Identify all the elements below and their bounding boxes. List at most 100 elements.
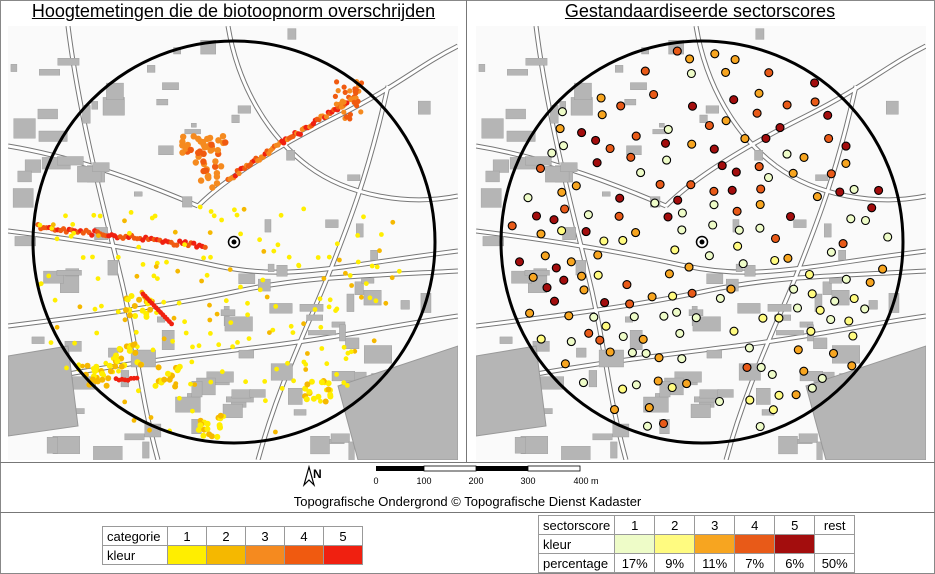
building <box>755 28 765 40</box>
sector-score-marker <box>754 88 764 98</box>
measurement-dot <box>136 388 141 394</box>
building <box>102 97 125 116</box>
building <box>798 433 818 443</box>
building <box>754 149 763 161</box>
legend-score: 4 <box>734 515 776 535</box>
measurement-dot <box>130 342 137 348</box>
building <box>356 223 364 238</box>
sector-score-marker <box>823 110 833 120</box>
measurement-dot <box>166 376 173 383</box>
measurement-dot <box>348 349 354 355</box>
sector-score-marker <box>729 326 739 336</box>
scale-segment-1 <box>376 466 424 471</box>
measurement-dot <box>208 331 213 336</box>
right-map-svg <box>476 26 926 460</box>
building <box>480 188 502 208</box>
building <box>158 145 174 156</box>
building <box>306 314 323 321</box>
measurement-dot <box>214 433 221 440</box>
sector-score-marker <box>756 362 766 372</box>
sector-score-marker <box>560 204 570 214</box>
sector-score-marker <box>549 296 560 306</box>
sector-score-marker <box>547 148 557 158</box>
measurement-dot <box>132 349 139 356</box>
building <box>175 396 201 413</box>
left-panel-title: Hoogtemetingen die de biotoopnorm oversc… <box>31 1 436 21</box>
sector-score-marker <box>793 345 803 355</box>
measurement-dot <box>54 324 60 330</box>
measurement-dot <box>200 167 207 175</box>
sector-score-marker <box>812 192 822 202</box>
measurement-dot <box>288 323 294 329</box>
measurement-dot <box>222 139 229 146</box>
measurement-dot <box>327 297 333 303</box>
measurement-dot <box>207 302 212 308</box>
sector-score-marker <box>672 46 682 56</box>
building <box>815 174 829 181</box>
measurement-dot <box>136 244 142 250</box>
scale-label: 200 <box>468 476 483 486</box>
sector-score-marker <box>616 101 626 111</box>
measurement-dot <box>213 180 221 187</box>
measurement-dot <box>190 344 195 350</box>
measurement-dot <box>134 375 140 381</box>
sector-score-marker <box>557 226 567 236</box>
measurement-dot <box>152 382 159 389</box>
measurement-dot <box>77 304 83 310</box>
sector-score-marker <box>589 312 599 322</box>
measurement-dot <box>207 230 213 236</box>
legend-row-label: sectorscore <box>537 515 616 535</box>
building <box>10 64 18 72</box>
road <box>8 269 458 328</box>
building <box>822 281 832 295</box>
measurement-dot <box>149 215 155 221</box>
measurement-dot <box>216 342 222 348</box>
measurement-dot <box>89 376 96 383</box>
measurement-dot <box>91 212 97 218</box>
sector-score-marker <box>764 68 774 78</box>
measurement-dot <box>89 232 95 238</box>
measurement-dot <box>257 237 262 243</box>
sector-score-marker <box>644 403 654 413</box>
sector-score-marker <box>626 152 636 162</box>
measurement-dot <box>341 380 347 386</box>
building <box>346 293 355 312</box>
measurement-dot <box>347 273 353 278</box>
building <box>348 441 355 460</box>
measurement-dot <box>267 330 272 335</box>
sector-score-marker <box>806 326 816 336</box>
measurement-dot <box>373 298 379 304</box>
center-marker-dot <box>231 239 237 245</box>
measurement-dot <box>235 340 240 345</box>
measurement-dot <box>192 382 198 387</box>
sector-score-marker <box>756 184 766 194</box>
building <box>12 188 34 208</box>
sector-score-marker <box>715 293 725 303</box>
measurement-dot <box>238 231 244 237</box>
measurement-dot <box>223 298 229 304</box>
measurement-dot <box>197 422 204 429</box>
sector-score-marker <box>710 49 720 59</box>
legend-color-swatch <box>323 545 363 565</box>
scale-label: 300 <box>520 476 535 486</box>
sector-score-marker <box>721 67 731 77</box>
sector-score-marker <box>768 405 778 415</box>
sector-score-marker <box>536 334 546 344</box>
measurement-dot <box>182 242 188 248</box>
measurement-dot <box>161 336 167 342</box>
measurement-dot <box>71 230 77 236</box>
measurement-dot <box>208 433 215 440</box>
sector-score-marker <box>528 272 538 282</box>
measurement-dot <box>304 381 311 388</box>
measurement-dot <box>209 146 216 153</box>
building <box>331 321 346 328</box>
building <box>57 156 84 166</box>
building <box>38 130 68 142</box>
measurement-dot <box>174 242 180 248</box>
legend-row-label: kleur <box>102 545 168 565</box>
sector-score-marker <box>835 187 845 197</box>
measurement-dot <box>286 254 292 260</box>
measurement-dot <box>122 317 128 323</box>
measurement-dot <box>315 255 321 260</box>
sector-score-marker <box>584 328 594 338</box>
